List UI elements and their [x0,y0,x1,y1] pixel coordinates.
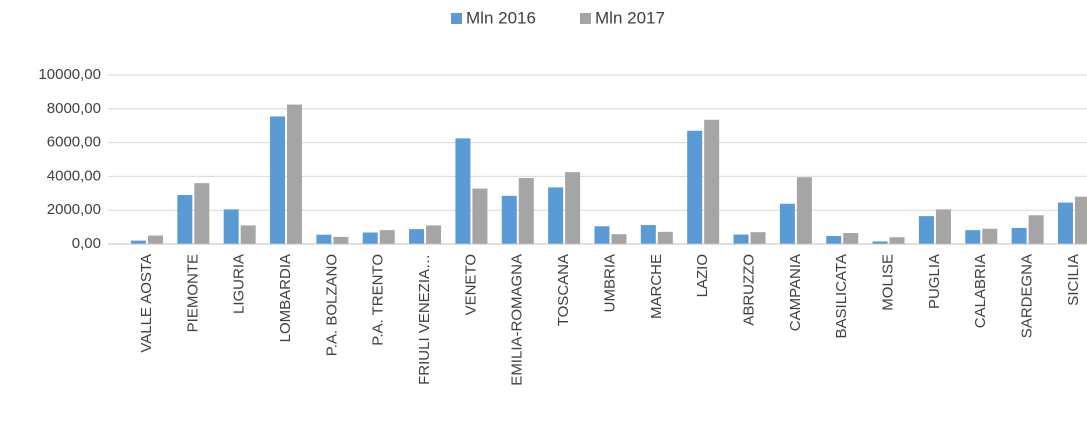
bar [316,234,332,244]
bar [889,237,905,244]
x-tick-label: PUGLIA [926,254,943,309]
bar [1011,227,1027,244]
bar [1028,215,1044,244]
bar [409,229,425,244]
bar [872,241,888,244]
bar [287,104,303,244]
bar [657,231,673,244]
y-tick-label: 0,00 [72,235,101,252]
y-tick-label: 8000,00 [47,100,101,117]
bar [826,236,842,244]
x-tick-label: MOLISE [880,254,897,311]
x-tick-label: P.A. TRENTO [370,254,387,346]
bar [270,116,286,244]
bar [455,138,471,244]
bar [733,234,749,244]
bar [194,183,210,244]
legend-swatch [580,13,591,24]
bar [362,232,378,244]
bar [935,209,951,244]
x-tick-label: LAZIO [694,254,711,297]
bar [240,225,256,244]
x-tick-label: VENETO [462,254,479,315]
y-tick-label: 4000,00 [47,167,101,184]
x-tick-label: SARDEGNA [1019,254,1036,338]
x-tick-label: CAMPANIA [787,254,804,331]
x-tick-label: ABRUZZO [740,254,757,326]
bar [687,130,703,244]
x-tick-label: BASILICATA [833,254,850,338]
bar [565,172,581,244]
y-tick-label: 6000,00 [47,134,101,151]
bar [982,228,998,244]
x-tick-label: P.A. BOLZANO [323,254,340,356]
x-tick-label: LOMBARDIA [277,254,294,342]
x-tick-label: EMILIA-ROMAGNA [509,254,526,386]
x-tick-label: FRIULI VENEZIA… [416,254,433,385]
legend-swatch [451,13,462,24]
bar [1057,202,1073,244]
x-tick-label: UMBRIA [601,254,618,312]
bar [548,187,564,244]
bar [501,195,517,244]
x-tick-label: PIEMONTE [184,254,201,332]
bar [750,232,766,244]
x-tick-label: SICILIA [1065,254,1082,306]
bar [147,235,163,244]
bar [379,230,395,244]
x-tick-label: MARCHE [648,254,665,319]
x-tick-label: LIGURIA [231,254,248,314]
bar [843,233,859,244]
bar [223,209,239,244]
bar [796,177,812,244]
legend-label: Mln 2017 [595,8,665,27]
bar [965,230,981,244]
bar [594,226,610,244]
bar [704,119,720,244]
bar [918,216,934,244]
y-tick-label: 2000,00 [47,201,101,218]
bar [640,225,656,244]
y-tick-label: 10000,00 [38,66,101,83]
bar [333,236,349,244]
x-tick-label: VALLE AOSTA [138,254,155,353]
bar [611,234,627,244]
bar [472,188,488,244]
bar [779,203,795,244]
bar [1074,196,1087,244]
bar [518,178,534,244]
x-tick-label: TOSCANA [555,254,572,326]
bar [130,240,146,244]
bar [426,225,442,244]
bar [177,194,193,244]
x-tick-label: CALABRIA [972,254,989,328]
legend-label: Mln 2016 [466,8,536,27]
